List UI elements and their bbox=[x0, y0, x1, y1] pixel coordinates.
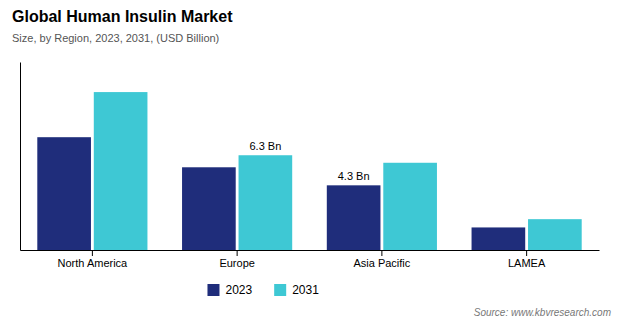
bar bbox=[182, 167, 236, 250]
x-tick: LAMEA bbox=[508, 250, 546, 269]
bar bbox=[327, 185, 381, 250]
x-tick: North America bbox=[58, 250, 129, 269]
source: Source: www.kbvresearch.com bbox=[474, 307, 611, 318]
legend-item: 2023 bbox=[207, 283, 252, 297]
legend: 2023 2031 bbox=[207, 283, 319, 297]
x-tick-label: Asia Pacific bbox=[353, 257, 410, 269]
bar-series bbox=[94, 92, 582, 250]
x-tick-label: North America bbox=[58, 257, 129, 269]
y-axis-line bbox=[20, 63, 21, 251]
bar bbox=[37, 137, 91, 250]
data-labels: 4.3 Bn 6.3 Bn bbox=[249, 140, 369, 182]
x-axis-line bbox=[21, 250, 600, 251]
y-axis bbox=[20, 63, 21, 251]
legend-swatch bbox=[207, 284, 219, 296]
x-tick-mark bbox=[237, 250, 238, 256]
bar bbox=[383, 163, 437, 250]
title: Global Human Insulin Market bbox=[12, 8, 233, 25]
subtitle: Size, by Region, 2023, 2031, (USD Billio… bbox=[12, 32, 219, 44]
bar bbox=[239, 155, 293, 250]
bar bbox=[528, 219, 582, 250]
chart: Global Human Insulin Market Size, by Regi… bbox=[0, 0, 619, 322]
x-tick-mark bbox=[381, 250, 382, 256]
x-tick: Europe bbox=[219, 250, 254, 269]
x-tick-label: Europe bbox=[219, 257, 254, 269]
bars bbox=[37, 92, 581, 250]
legend-label: 2031 bbox=[292, 283, 319, 297]
legend-label: 2023 bbox=[225, 283, 252, 297]
bar bbox=[472, 227, 526, 250]
bar bbox=[94, 92, 148, 250]
x-tick: Asia Pacific bbox=[353, 250, 410, 269]
legend-swatch bbox=[274, 284, 286, 296]
legend-item: 2031 bbox=[274, 283, 319, 297]
x-axis: North America Europe Asia Pacific LAMEA bbox=[21, 250, 600, 269]
x-tick-label: LAMEA bbox=[508, 257, 546, 269]
data-label: 6.3 Bn bbox=[249, 140, 281, 152]
x-tick-mark bbox=[92, 250, 93, 256]
data-label: 4.3 Bn bbox=[338, 170, 370, 182]
x-tick-mark bbox=[526, 250, 527, 256]
